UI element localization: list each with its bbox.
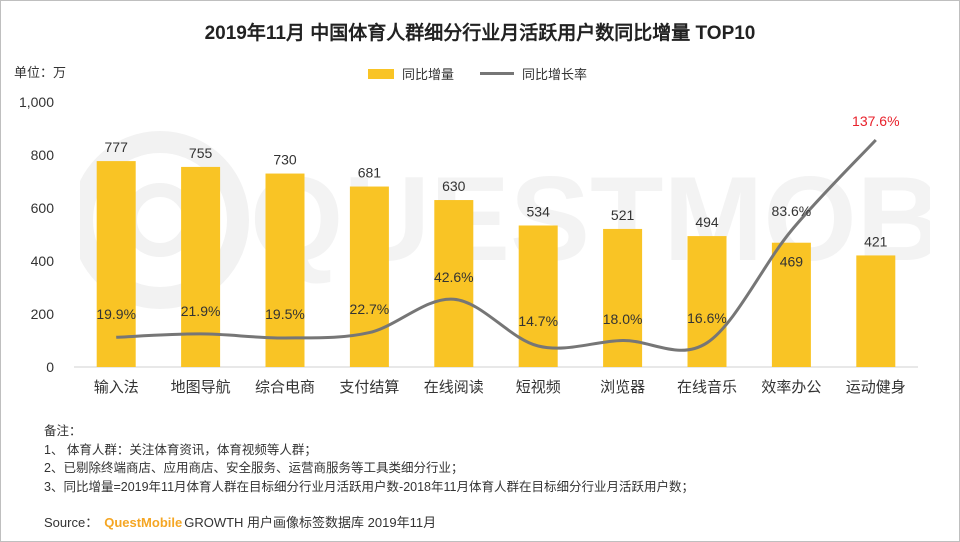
rate-value-label: 21.9% [181,303,221,319]
bar-1 [96,161,136,367]
x-tick-label: 浏览器 [600,379,645,396]
rate-value-label: 137.6% [852,113,899,129]
legend-bar-label: 同比增量 [402,67,455,82]
notes-heading: 备注： [44,424,82,438]
y-tick-label: 400 [31,253,55,269]
y-tick-label: 800 [31,147,55,163]
bar-2 [181,166,221,367]
source-text: GROWTH 用户画像标签数据库 2019年11月 [184,515,437,530]
x-tick-label: 效率办公 [761,379,821,396]
bar-value-label: 421 [864,233,888,249]
x-tick-label: 在线阅读 [424,379,484,396]
x-tick-label: 支付结算 [339,378,399,396]
y-tick-label: 600 [31,200,55,216]
rate-value-label: 14.7% [518,313,558,329]
bar-value-label: 469 [780,254,804,270]
x-tick-label: 在线音乐 [677,379,737,396]
x-tick-label: 输入法 [94,379,139,396]
source-brand: QuestMobile [104,515,183,530]
legend-line-swatch [480,72,515,75]
legend: 同比增量 同比增长率 [368,64,587,83]
bar-9 [771,242,811,367]
notes: 备注： 1、 体育人群：关注体育资讯，体育视频等人群； 2、已剔除终端商店、应用… [44,422,694,496]
chart-title: 2019年11月 中国体育人群细分行业月活跃用户数同比增量 TOP10 [204,23,756,44]
x-tick-label: 运动健身 [846,379,906,396]
x-tick-label: 短视频 [516,379,561,396]
rate-value-label: 16.6% [687,310,727,326]
bar-value-label: 521 [611,207,635,223]
rate-value-label: 22.7% [350,301,390,317]
note-line-2: 2、已剔除终端商店、应用商店、安全服务、运营商服务等工具类细分行业； [44,461,464,475]
bar-6 [518,225,558,367]
bar-3 [265,173,305,367]
bar-7 [603,228,643,367]
bar-value-label: 777 [105,139,129,155]
bar-5 [434,200,474,367]
source-prefix: Source： [44,515,99,530]
y-tick-label: 200 [31,306,55,322]
x-tick-label: 地图导航 [171,379,231,396]
bar-value-label: 494 [695,214,719,230]
bar-4 [349,186,389,367]
rate-value-label: 83.6% [772,203,812,219]
bar-8 [687,236,727,367]
rate-value-label: 18.0% [603,311,643,327]
y-tick-label: 0 [46,359,54,375]
bar-value-label: 755 [189,145,213,161]
growth-rate-line [116,138,877,352]
unit-label: 单位：万 [14,65,67,80]
legend-line-label: 同比增长率 [522,67,588,82]
rate-value-label: 42.6% [434,269,474,285]
legend-bar-swatch [368,68,394,79]
y-tick-label: 1,000 [19,94,54,110]
source-line: Source： QuestMobile GROWTH 用户画像标签数据库 2019年… [44,512,436,531]
bar-value-label: 630 [442,178,466,194]
note-line-3: 3、同比增量=2019年11月体育人群在目标细分行业月活跃用户数-2018年11… [44,479,694,494]
bar-value-label: 730 [273,152,297,168]
rate-value-label: 19.5% [265,306,305,322]
x-tick-label: 综合电商 [255,379,315,396]
rate-value-label: 19.9% [96,306,136,322]
note-line-1: 1、 体育人群：关注体育资讯，体育视频等人群； [44,442,317,457]
bar-value-label: 534 [527,203,551,219]
bar-value-label: 681 [358,165,382,181]
bar-10 [856,255,896,367]
